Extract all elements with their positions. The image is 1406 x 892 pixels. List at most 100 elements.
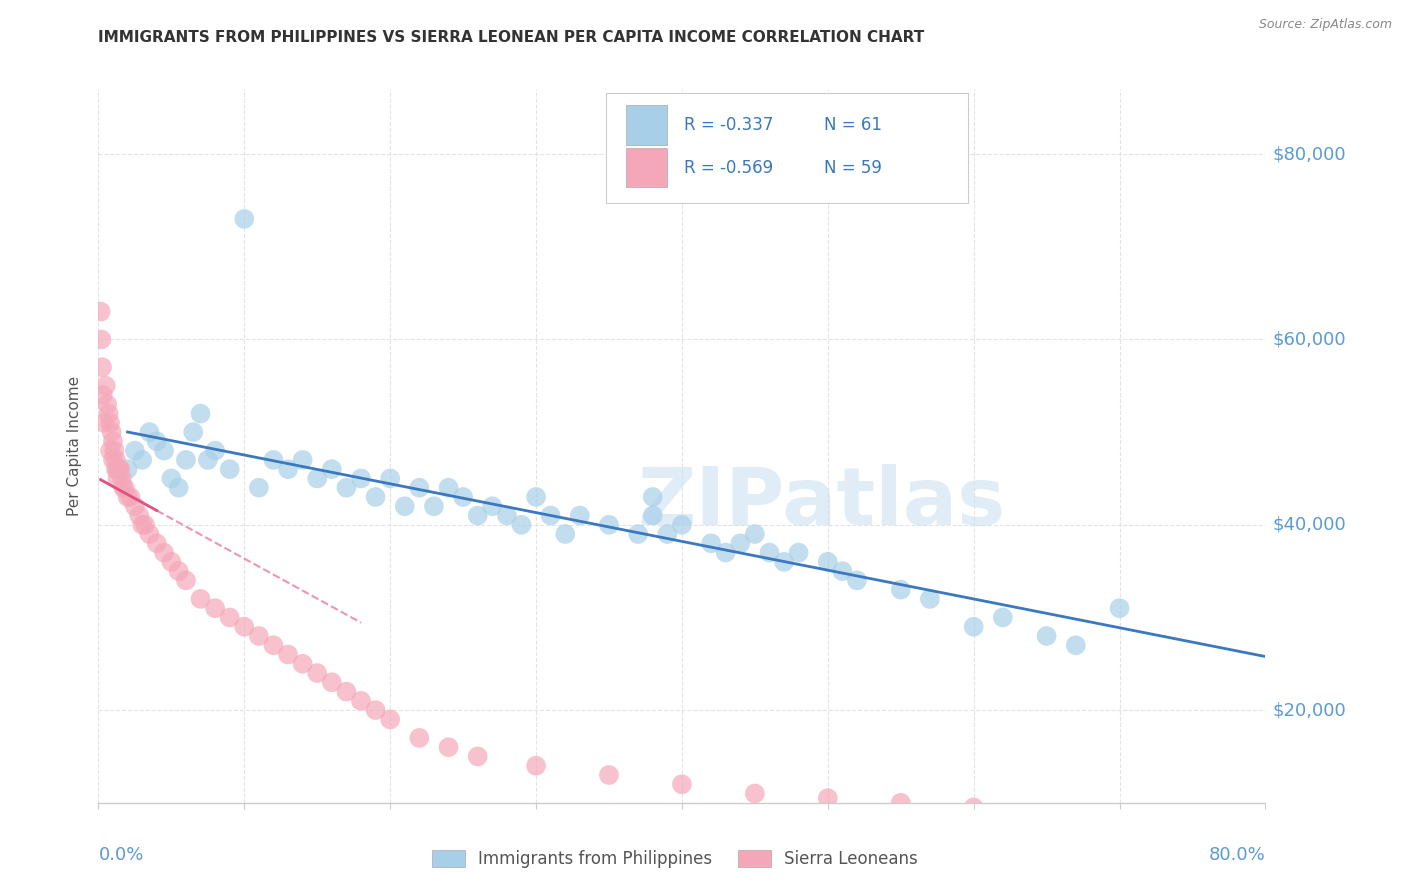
Point — [335, 684, 357, 698]
Point — [204, 601, 226, 615]
Point — [773, 555, 796, 569]
Point — [467, 508, 489, 523]
Point — [744, 527, 766, 541]
Point — [350, 694, 373, 708]
Point — [364, 490, 387, 504]
Point — [408, 731, 430, 745]
Point — [1035, 629, 1057, 643]
Point — [124, 443, 146, 458]
Point — [962, 620, 984, 634]
Point — [124, 500, 146, 514]
Point — [524, 490, 547, 504]
Point — [1108, 601, 1130, 615]
FancyBboxPatch shape — [606, 93, 967, 203]
Point — [437, 481, 460, 495]
Point — [105, 471, 128, 485]
Text: $20,000: $20,000 — [1272, 701, 1346, 719]
Point — [291, 453, 314, 467]
Point — [105, 462, 128, 476]
Point — [817, 555, 839, 569]
Point — [97, 407, 120, 421]
Point — [568, 508, 591, 523]
Point — [378, 712, 402, 726]
Point — [277, 648, 299, 662]
Point — [598, 768, 620, 782]
Point — [190, 407, 212, 421]
Point — [138, 527, 160, 541]
Point — [467, 749, 489, 764]
Point — [128, 508, 150, 523]
Point — [167, 564, 190, 578]
Point — [744, 787, 766, 801]
Point — [962, 800, 984, 814]
Point — [247, 481, 270, 495]
Text: R = -0.337: R = -0.337 — [685, 116, 773, 134]
Point — [918, 591, 941, 606]
Point — [350, 471, 373, 485]
Point — [495, 508, 517, 523]
Text: $60,000: $60,000 — [1272, 330, 1346, 349]
Point — [112, 481, 135, 495]
Point — [114, 481, 136, 495]
Point — [481, 500, 503, 514]
Point — [96, 397, 118, 411]
Point — [120, 490, 142, 504]
Point — [657, 527, 679, 541]
Point — [146, 536, 169, 550]
Point — [817, 791, 839, 805]
Point — [218, 462, 240, 476]
Point — [111, 471, 134, 485]
Point — [233, 620, 256, 634]
Point — [671, 777, 693, 791]
Point — [758, 545, 780, 559]
Point — [181, 425, 204, 439]
Point — [138, 425, 160, 439]
Point — [991, 610, 1014, 624]
Point — [510, 517, 533, 532]
Point — [247, 629, 270, 643]
Legend: Immigrants from Philippines, Sierra Leoneans: Immigrants from Philippines, Sierra Leon… — [425, 843, 925, 875]
Text: R = -0.569: R = -0.569 — [685, 159, 773, 177]
Text: 0.0%: 0.0% — [98, 846, 143, 863]
Text: $80,000: $80,000 — [1272, 145, 1346, 163]
Point — [598, 517, 620, 532]
Point — [90, 333, 112, 347]
Point — [321, 675, 343, 690]
Point — [321, 462, 343, 476]
Text: Source: ZipAtlas.com: Source: ZipAtlas.com — [1258, 18, 1392, 31]
Point — [134, 517, 156, 532]
Point — [167, 481, 190, 495]
Point — [197, 453, 219, 467]
Point — [174, 453, 197, 467]
Point — [174, 574, 197, 588]
Point — [671, 517, 693, 532]
Point — [714, 545, 737, 559]
FancyBboxPatch shape — [626, 105, 666, 145]
Point — [627, 527, 650, 541]
Point — [110, 462, 132, 476]
Point — [117, 462, 139, 476]
Point — [845, 574, 868, 588]
Point — [524, 758, 547, 772]
FancyBboxPatch shape — [626, 148, 666, 187]
Point — [423, 500, 446, 514]
Point — [103, 443, 125, 458]
Point — [277, 462, 299, 476]
Point — [101, 434, 124, 449]
Point — [262, 453, 284, 467]
Point — [890, 796, 912, 810]
Point — [98, 416, 121, 430]
Point — [394, 500, 416, 514]
Point — [307, 471, 329, 485]
Point — [153, 443, 176, 458]
Point — [98, 443, 121, 458]
Point — [451, 490, 474, 504]
Y-axis label: Per Capita Income: Per Capita Income — [67, 376, 83, 516]
Point — [262, 638, 284, 652]
Point — [641, 508, 664, 523]
Point — [890, 582, 912, 597]
Point — [108, 462, 131, 476]
Point — [364, 703, 387, 717]
Point — [204, 443, 226, 458]
Point — [641, 490, 664, 504]
